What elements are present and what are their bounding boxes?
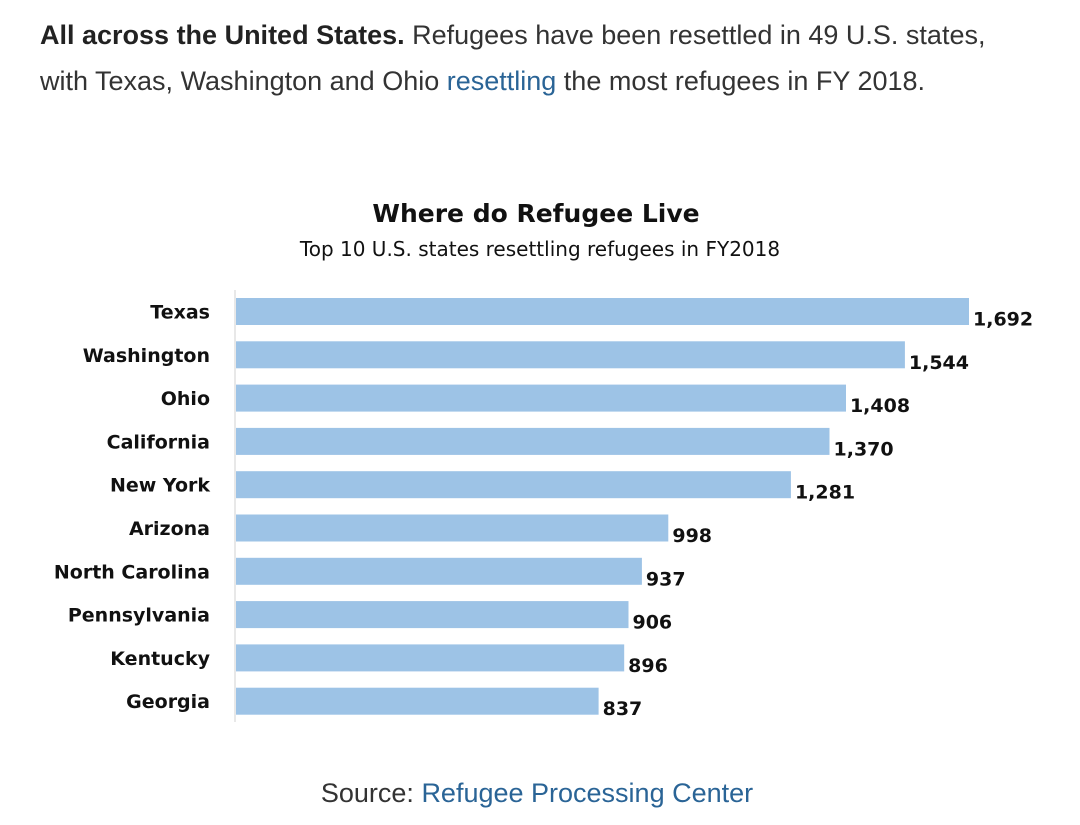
category-label: Pennsylvania [68, 605, 210, 627]
value-label: 1,370 [834, 438, 894, 460]
value-label: 1,408 [850, 395, 910, 417]
bar [236, 644, 625, 672]
bar [236, 298, 969, 325]
category-label: Texas [150, 302, 210, 324]
bar-plot-area: Texas 1,692 Washington 1,544 Ohio 1,408 Califo… [54, 290, 1033, 722]
bar [236, 557, 642, 585]
value-label: 906 [632, 612, 672, 634]
category-label: North Carolina [54, 561, 210, 583]
source-line: Source: Refugee Processing Center [0, 778, 1077, 809]
bar [236, 687, 599, 715]
intro-text-after-link: the most refugees in FY 2018. [556, 66, 926, 96]
source-prefix: Source: [320, 778, 422, 808]
bar [236, 427, 830, 455]
value-label: 937 [646, 568, 686, 590]
refugee-processing-center-link[interactable]: Refugee Processing Center [421, 778, 754, 808]
bar [236, 514, 669, 542]
bar [236, 384, 846, 412]
intro-lead: All across the United States. [40, 20, 405, 50]
bar [236, 341, 905, 369]
bar [236, 601, 629, 629]
category-label: Kentucky [110, 648, 210, 670]
chart-title: Where do Refugee Live [372, 199, 700, 228]
value-label: 1,544 [909, 352, 969, 374]
category-label: Ohio [161, 388, 210, 410]
intro-text-before-link: Refugees have been resettled in 49 U.S. … [40, 20, 986, 96]
bar [236, 471, 791, 499]
intro-paragraph: All across the United States. Refugees h… [40, 12, 1040, 104]
category-label: California [107, 431, 210, 453]
value-label: 1,281 [795, 482, 855, 504]
category-label: Washington [83, 345, 210, 367]
refugee-bar-chart: Where do Refugee Live Top 10 U.S. states… [0, 185, 1080, 745]
category-label: New York [110, 475, 210, 497]
category-label: Arizona [129, 518, 210, 540]
value-label: 837 [603, 698, 643, 720]
value-label: 896 [628, 655, 668, 677]
chart-subtitle: Top 10 U.S. states resettling refugees i… [299, 237, 781, 261]
resettling-link[interactable]: resettling [446, 66, 557, 96]
value-label: 1,692 [973, 309, 1033, 331]
value-label: 998 [672, 525, 712, 547]
category-label: Georgia [126, 691, 210, 713]
